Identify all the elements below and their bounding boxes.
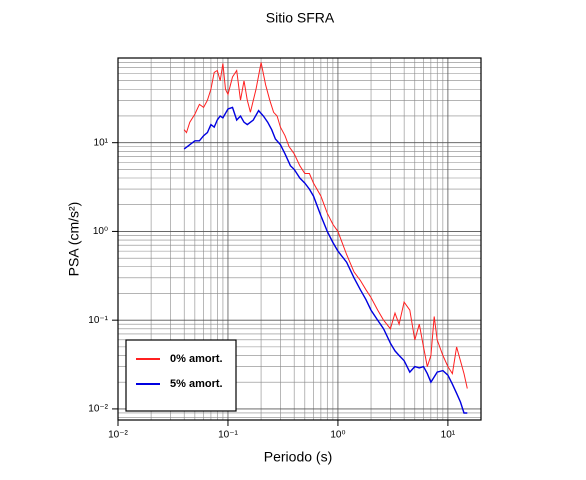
line-series	[183, 106, 468, 414]
x-tick-label: 10⁻²	[108, 430, 128, 441]
y-tick-label: 10⁰	[93, 226, 108, 237]
x-tick-label: 10⁰	[330, 430, 345, 441]
line-series	[183, 62, 468, 389]
y-axis-label: PSA (cm/s²)	[66, 202, 82, 277]
x-tick-label: 10⁻¹	[218, 430, 238, 441]
legend-box	[125, 339, 237, 412]
plot-frame	[117, 57, 482, 421]
legend-label: 0% amort.	[170, 353, 223, 365]
chart-title: Sitio SFRA	[266, 10, 335, 26]
x-axis-label: Periodo (s)	[264, 449, 332, 465]
x-tick-label: 10¹	[441, 430, 456, 441]
legend-label: 5% amort.	[170, 378, 223, 390]
y-tick-label: 10¹	[94, 137, 109, 148]
y-tick-label: 10⁻²	[88, 404, 108, 415]
y-tick-label: 10⁻¹	[88, 315, 108, 326]
